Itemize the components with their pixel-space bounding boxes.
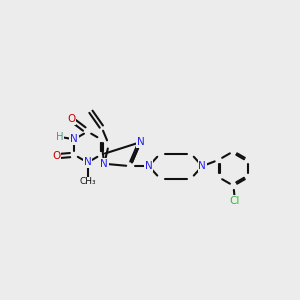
Text: N: N — [198, 161, 206, 171]
Text: H: H — [56, 132, 64, 142]
Text: Cl: Cl — [230, 196, 240, 206]
Text: O: O — [52, 151, 61, 161]
Text: CH₃: CH₃ — [79, 177, 96, 186]
Text: O: O — [67, 114, 75, 124]
Text: N: N — [100, 159, 108, 169]
Text: N: N — [70, 134, 78, 144]
Text: N: N — [145, 161, 153, 171]
Text: N: N — [84, 158, 92, 167]
Text: N: N — [137, 137, 145, 147]
